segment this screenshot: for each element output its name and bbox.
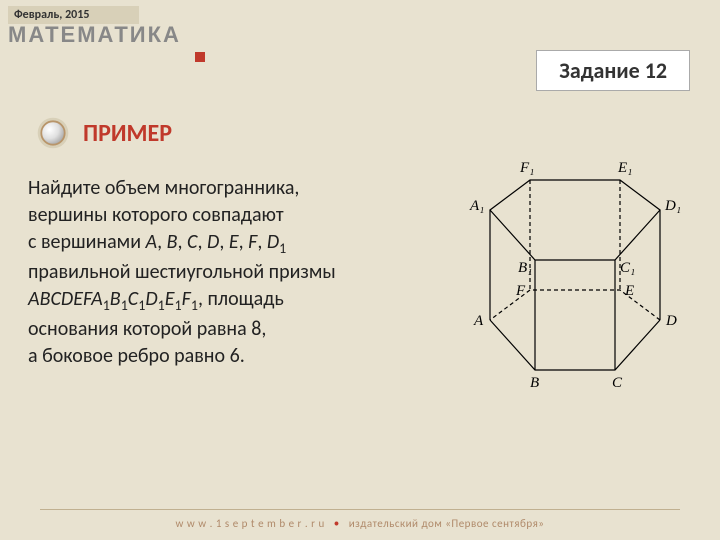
vertex-label: A₁ (469, 198, 484, 214)
vertex-label: B₁ (518, 260, 532, 276)
var: D (145, 287, 157, 311)
var: E (229, 230, 239, 254)
text-line: а боковое ребро равно 6. (28, 344, 245, 368)
text-frag: с вершинами (28, 230, 146, 254)
text-line: вершины которого совпадают (28, 203, 284, 227)
subject-title: МАТЕМАТИКА (8, 22, 181, 48)
vertex-label: C (612, 375, 623, 391)
problem-text: Найдите объем многогранника, вершины кот… (28, 175, 448, 370)
text-frag: , (197, 230, 207, 254)
var: C (128, 287, 138, 311)
var: D (267, 230, 279, 254)
subscript: 1 (158, 297, 165, 314)
var: B (110, 287, 121, 311)
bullet-icon (35, 115, 71, 151)
subscript: 1 (175, 297, 182, 314)
var: D (207, 230, 219, 254)
text-frag: , (257, 230, 267, 254)
text-line: Найдите объем многогранника, (28, 176, 299, 200)
subscript: 1 (121, 297, 128, 314)
subscript: 1 (103, 297, 110, 314)
footer: w w w . 1 s e p t e m b e r . r u • изда… (0, 517, 720, 530)
footer-url: w w w . 1 s e p t e m b e r . r u (176, 517, 325, 530)
hexagonal-prism-diagram: A B C D E F A₁ B₁ C₁ D₁ E₁ F₁ (460, 150, 690, 400)
example-heading: ПРИМЕР (35, 115, 172, 151)
text-line: основания которой равна 8, (28, 317, 266, 341)
footer-divider (40, 509, 680, 510)
vertex-label: A (473, 313, 484, 329)
var: ABCDEFA (28, 287, 103, 311)
vertex-label: C₁ (620, 260, 635, 276)
vertex-label: E (624, 283, 634, 299)
text-frag: , (178, 230, 188, 254)
text-line: правильной шестиугольной призмы (28, 260, 336, 284)
example-label: ПРИМЕР (83, 119, 172, 148)
dot-icon: • (334, 517, 340, 530)
vertex-label: D₁ (664, 198, 681, 214)
var: A (146, 230, 158, 254)
subscript: 1 (191, 297, 198, 314)
vertex-label: F (515, 283, 526, 299)
vertex-label: F₁ (519, 160, 534, 176)
vertex-label: D (665, 313, 677, 329)
accent-square (195, 52, 205, 62)
var: B (167, 230, 178, 254)
text-frag: , (157, 230, 167, 254)
var: E (165, 287, 175, 311)
var: F (182, 287, 191, 311)
footer-publisher: издательский дом «Первое сентября» (349, 517, 545, 530)
text-frag: , площадь (198, 287, 284, 311)
vertex-label: B (530, 375, 539, 391)
var: C (187, 230, 197, 254)
task-number-box: Задание 12 (536, 50, 690, 91)
text-frag: , (219, 230, 229, 254)
text-frag: , (239, 230, 249, 254)
subscript: 1 (279, 240, 286, 257)
var: F (248, 230, 257, 254)
vertex-label: E₁ (617, 160, 632, 176)
